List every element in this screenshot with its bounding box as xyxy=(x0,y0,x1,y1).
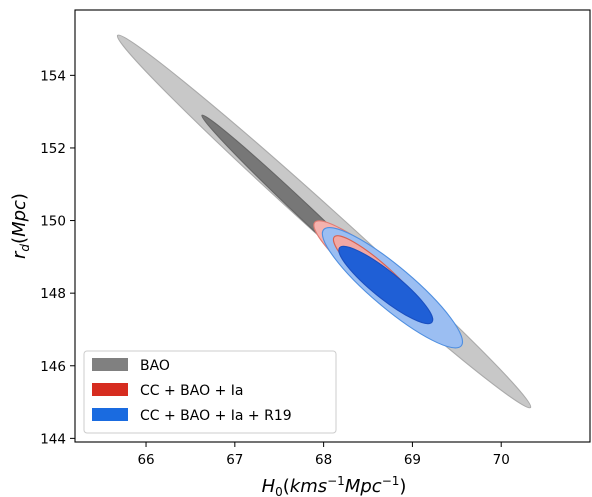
x-tick-label: 69 xyxy=(404,452,421,468)
legend-label-cc-bao-ia: CC + BAO + Ia xyxy=(140,383,243,399)
x-tick-label: 68 xyxy=(315,452,332,468)
y-tick-label: 146 xyxy=(40,359,66,375)
legend-label-cc-bao-ia-r19: CC + BAO + Ia + R19 xyxy=(140,408,292,424)
legend: BAO CC + BAO + Ia CC + BAO + Ia + R19 xyxy=(83,350,337,434)
x-axis-title: H0(kms−1Mpc−1) xyxy=(262,474,407,497)
legend-swatch-cc-bao-ia-r19 xyxy=(92,408,128,421)
contour-layer xyxy=(116,34,532,409)
x-tick-label: 67 xyxy=(226,452,243,468)
x-axis: 66 67 68 69 70 xyxy=(137,442,510,468)
legend-swatch-bao xyxy=(92,358,128,371)
x-tick-label: 70 xyxy=(493,452,510,468)
x-tick-label: 66 xyxy=(137,452,154,468)
y-axis-title: rd(Mpc) xyxy=(9,193,32,259)
legend-box xyxy=(83,350,337,434)
plot-frame xyxy=(74,9,591,443)
y-axis: 144 146 148 150 152 154 xyxy=(40,68,75,447)
y-tick-label: 152 xyxy=(40,141,66,157)
y-tick-label: 150 xyxy=(40,214,66,230)
legend-label-bao: BAO xyxy=(140,358,170,374)
y-tick-label: 154 xyxy=(40,68,66,84)
y-tick-label: 148 xyxy=(40,286,66,302)
legend-swatch-cc-bao-ia xyxy=(92,383,128,396)
contour-cc-bao-ia-r19-1-sigma xyxy=(338,245,434,325)
y-tick-label: 144 xyxy=(40,431,66,447)
